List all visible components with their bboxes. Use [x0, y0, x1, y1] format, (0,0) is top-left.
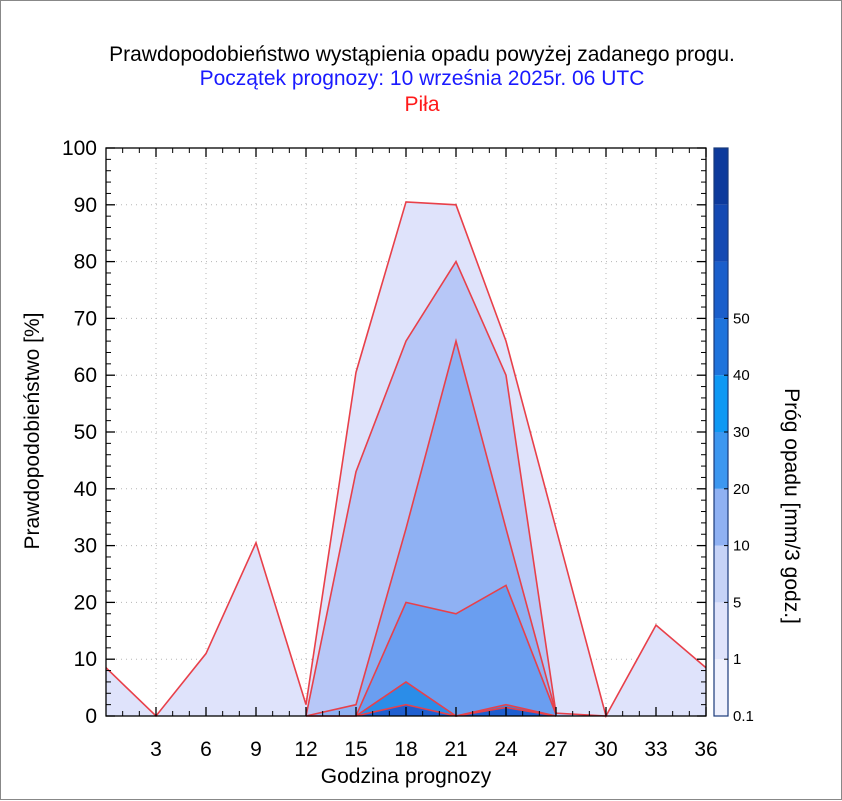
colorbar-segment [714, 432, 728, 489]
colorbar-label: Próg opadu [mm/3 godz.] [780, 388, 803, 624]
y-tick-label: 100 [62, 137, 97, 160]
x-tick-label: 33 [644, 738, 667, 761]
y-tick-label: 70 [74, 307, 97, 330]
colorbar-segment [714, 148, 728, 205]
x-tick-label: 12 [294, 738, 317, 761]
x-tick-label: 24 [494, 738, 518, 761]
colorbar-segment [714, 488, 728, 546]
colorbar-tick-label: 50 [733, 310, 750, 327]
colorbar-tick-label: 10 [733, 538, 750, 555]
colorbar-tick-label: 0.1 [733, 708, 754, 725]
colorbar-segment [714, 318, 728, 376]
x-tick-label: 9 [250, 738, 262, 761]
y-tick-label: 80 [74, 251, 97, 274]
colorbar: 0.1 1 5 10 20 30 40 50 [713, 147, 754, 725]
series-areas [106, 201, 706, 716]
x-tick-label: 30 [594, 738, 617, 761]
colorbar-tick-label: 1 [733, 651, 741, 668]
y-tick-label: 10 [74, 648, 97, 671]
chart-location: Piła [404, 93, 440, 116]
y-axis-label: Prawdopodobieństwo [%] [21, 313, 44, 550]
x-axis-label: Godzina prognozy [321, 765, 492, 788]
x-tick-label: 27 [544, 738, 567, 761]
x-tick-label: 3 [150, 738, 162, 761]
x-tick-label: 15 [344, 738, 367, 761]
x-tick-label: 6 [200, 738, 212, 761]
colorbar-segment [714, 204, 728, 262]
y-tick-label: 40 [74, 478, 97, 501]
x-tick-label: 21 [444, 738, 467, 761]
y-tick-label: 90 [74, 194, 97, 217]
series-line-5 [305, 338, 557, 717]
y-tick-label: 0 [85, 705, 97, 728]
colorbar-tick-label: 40 [733, 367, 750, 384]
y-tick-label: 30 [74, 535, 97, 558]
chart-title: Prawdopodobieństwo wystąpienia opadu pow… [109, 43, 735, 66]
y-tick-label: 60 [74, 364, 97, 387]
y-tick-label: 20 [74, 591, 97, 614]
colorbar-segment [714, 261, 728, 319]
x-tick-label: 36 [694, 738, 717, 761]
colorbar-segment [714, 659, 728, 716]
colorbar-tick-label: 5 [733, 594, 741, 611]
chart-subtitle: Początek prognozy: 10 września 2025r. 06… [199, 67, 645, 90]
colorbar-tick-label: 20 [733, 481, 750, 498]
colorbar-tick-label: 30 [733, 424, 750, 441]
colorbar-segment [714, 375, 728, 432]
y-tick-label: 50 [74, 421, 97, 444]
series-area-10 [306, 585, 556, 716]
x-tick-label: 18 [394, 738, 417, 761]
colorbar-segment [714, 602, 728, 660]
colorbar-segment [714, 545, 728, 603]
